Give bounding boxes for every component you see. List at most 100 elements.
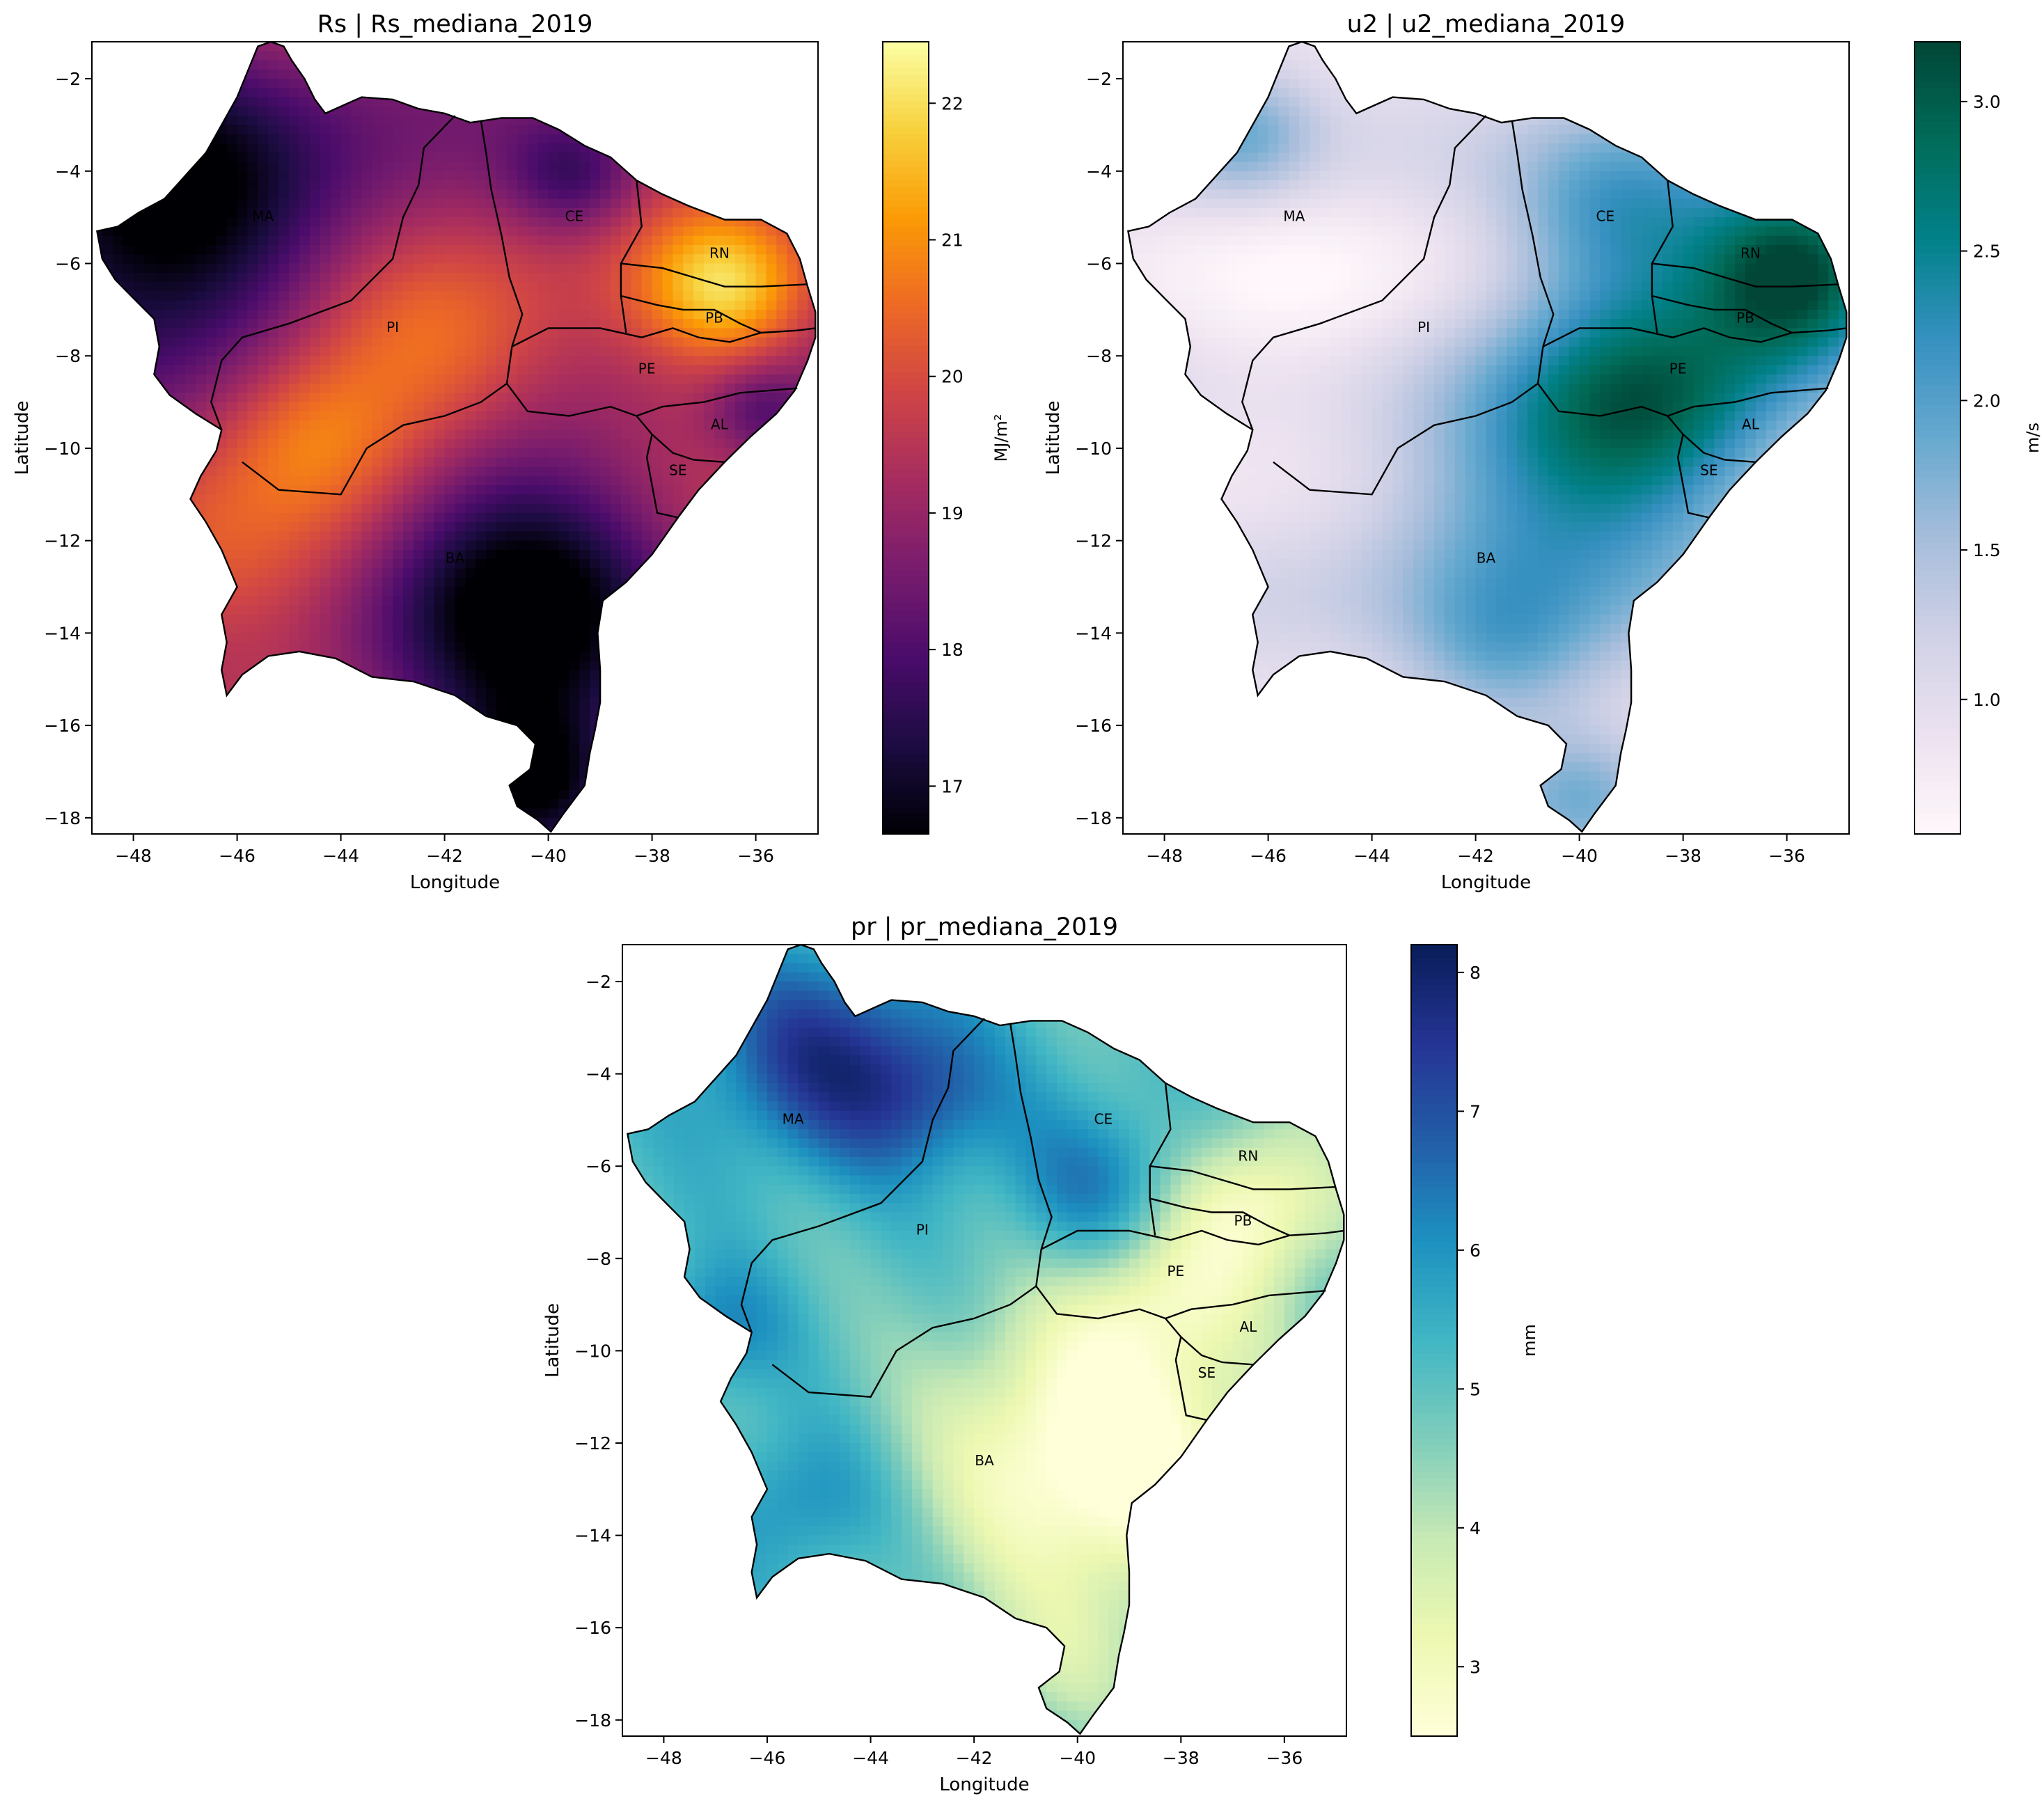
x-tick-label: −40 — [1059, 1748, 1096, 1768]
colorbar-tick-label: 3 — [1470, 1657, 1481, 1677]
map-title: u2 | u2_mediana_2019 — [1347, 10, 1626, 38]
state-label-al: AL — [1239, 1318, 1257, 1335]
heat-field — [1128, 42, 1847, 832]
state-label-pi: PI — [386, 319, 399, 336]
y-tick-label: −8 — [55, 346, 81, 366]
y-tick-label: −12 — [44, 531, 81, 551]
colorbar-tick-label: 20 — [941, 367, 964, 387]
state-label-ba: BA — [975, 1452, 994, 1469]
state-border — [1651, 294, 1793, 334]
x-tick-label: −44 — [852, 1748, 889, 1768]
state-label-al: AL — [1742, 416, 1760, 432]
colorbar-label: m/s — [2023, 423, 2043, 453]
state-border — [1542, 327, 1847, 347]
state-border — [242, 346, 513, 496]
state-label-ma: MA — [783, 1110, 804, 1127]
heat-field — [627, 945, 1344, 1734]
x-tick-label: −42 — [956, 1748, 993, 1768]
colorbar-tick-label: 3.0 — [1973, 92, 2001, 112]
colorbar: 3 4 5 6 7 8 mm — [1410, 944, 1539, 1737]
colorbar-tick-label: 5 — [1470, 1379, 1481, 1399]
state-label-ce: CE — [565, 208, 584, 225]
state-label-pi: PI — [1417, 319, 1430, 336]
y-tick-label: −16 — [44, 716, 81, 736]
x-tick-label: −46 — [749, 1748, 786, 1768]
y-tick-label: −12 — [574, 1433, 611, 1453]
y-tick-label: −16 — [574, 1618, 611, 1638]
map-title: Rs | Rs_mediana_2019 — [317, 10, 593, 38]
state-label-pe: PE — [638, 361, 656, 377]
state-border — [1041, 1229, 1344, 1250]
state-border — [771, 1249, 1042, 1398]
colorbar-label: mm — [1520, 1324, 1539, 1357]
colorbar-tick-label: 21 — [941, 230, 964, 251]
y-tick-label: −10 — [44, 439, 81, 459]
state-border — [645, 434, 679, 519]
y-tick-label: −16 — [1075, 716, 1112, 736]
state-label-pe: PE — [1168, 1263, 1185, 1279]
state-border — [1009, 1023, 1053, 1250]
region-outline — [1127, 40, 1848, 833]
y-tick-label: −10 — [1075, 439, 1112, 459]
state-label-pb: PB — [1736, 310, 1754, 326]
state-border — [620, 262, 808, 287]
x-tick-label: −46 — [1250, 846, 1287, 866]
colorbar-tick-label: 2.0 — [1973, 391, 2001, 411]
y-tick-label: −8 — [1086, 346, 1112, 366]
state-label-se: SE — [1700, 462, 1717, 479]
colorbar-label: MJ/m² — [991, 414, 1011, 462]
colorbar-tick-label: 22 — [941, 93, 964, 113]
state-border — [1174, 1337, 1207, 1421]
state-label-ma: MA — [1283, 208, 1305, 225]
state-label-pb: PB — [705, 310, 723, 326]
map-title: pr | pr_mediana_2019 — [851, 913, 1118, 941]
state-border — [480, 120, 524, 347]
colorbar-tick-label: 6 — [1470, 1240, 1481, 1261]
y-tick-label: −18 — [1075, 808, 1112, 828]
y-tick-label: −2 — [585, 972, 611, 992]
colorbar-tick-label: 18 — [941, 640, 964, 660]
state-label-ce: CE — [1596, 208, 1615, 225]
state-border — [1149, 1197, 1290, 1236]
x-tick-label: −36 — [1768, 846, 1805, 866]
x-tick-label: −46 — [219, 846, 256, 866]
state-border — [1667, 415, 1756, 463]
state-label-al: AL — [711, 416, 729, 432]
y-axis-label: Latitude — [1043, 400, 1064, 475]
x-tick-label: −38 — [1665, 846, 1701, 866]
y-tick-label: −8 — [585, 1249, 611, 1269]
axes-frame — [622, 944, 1347, 1737]
state-border — [1149, 1165, 1337, 1190]
state-label-pi: PI — [916, 1222, 929, 1238]
region-outline — [96, 40, 817, 833]
state-border — [511, 327, 816, 347]
colorbar-tick-label: 1.5 — [1973, 540, 2001, 560]
state-label-ce: CE — [1094, 1110, 1113, 1127]
y-tick-label: −2 — [1086, 69, 1112, 89]
y-tick-label: −6 — [585, 1156, 611, 1176]
state-border — [210, 115, 456, 430]
colorbar-tick-label: 8 — [1470, 963, 1481, 983]
x-axis-label: Longitude — [410, 872, 500, 893]
y-tick-label: −2 — [55, 69, 81, 89]
y-tick-label: −14 — [574, 1526, 611, 1546]
x-tick-label: −40 — [530, 846, 567, 866]
y-tick-label: −12 — [1075, 531, 1112, 551]
x-tick-label: −42 — [1457, 846, 1494, 866]
y-tick-label: −6 — [55, 254, 81, 274]
x-tick-label: −40 — [1561, 846, 1598, 866]
heat-field — [97, 42, 816, 832]
colorbar-tick-label: 17 — [941, 776, 964, 796]
colorbar-tick-label: 19 — [941, 503, 964, 523]
state-border — [620, 294, 762, 334]
state-label-pe: PE — [1669, 361, 1687, 377]
colorbar: 17 18 19 20 21 22 MJ/m² — [882, 41, 1011, 835]
state-border — [636, 415, 725, 463]
state-border — [1241, 115, 1487, 430]
y-tick-label: −6 — [1086, 254, 1112, 274]
state-label-rn: RN — [1238, 1147, 1258, 1164]
state-border — [1511, 120, 1555, 347]
colorbar-tick-label: 4 — [1470, 1518, 1481, 1538]
